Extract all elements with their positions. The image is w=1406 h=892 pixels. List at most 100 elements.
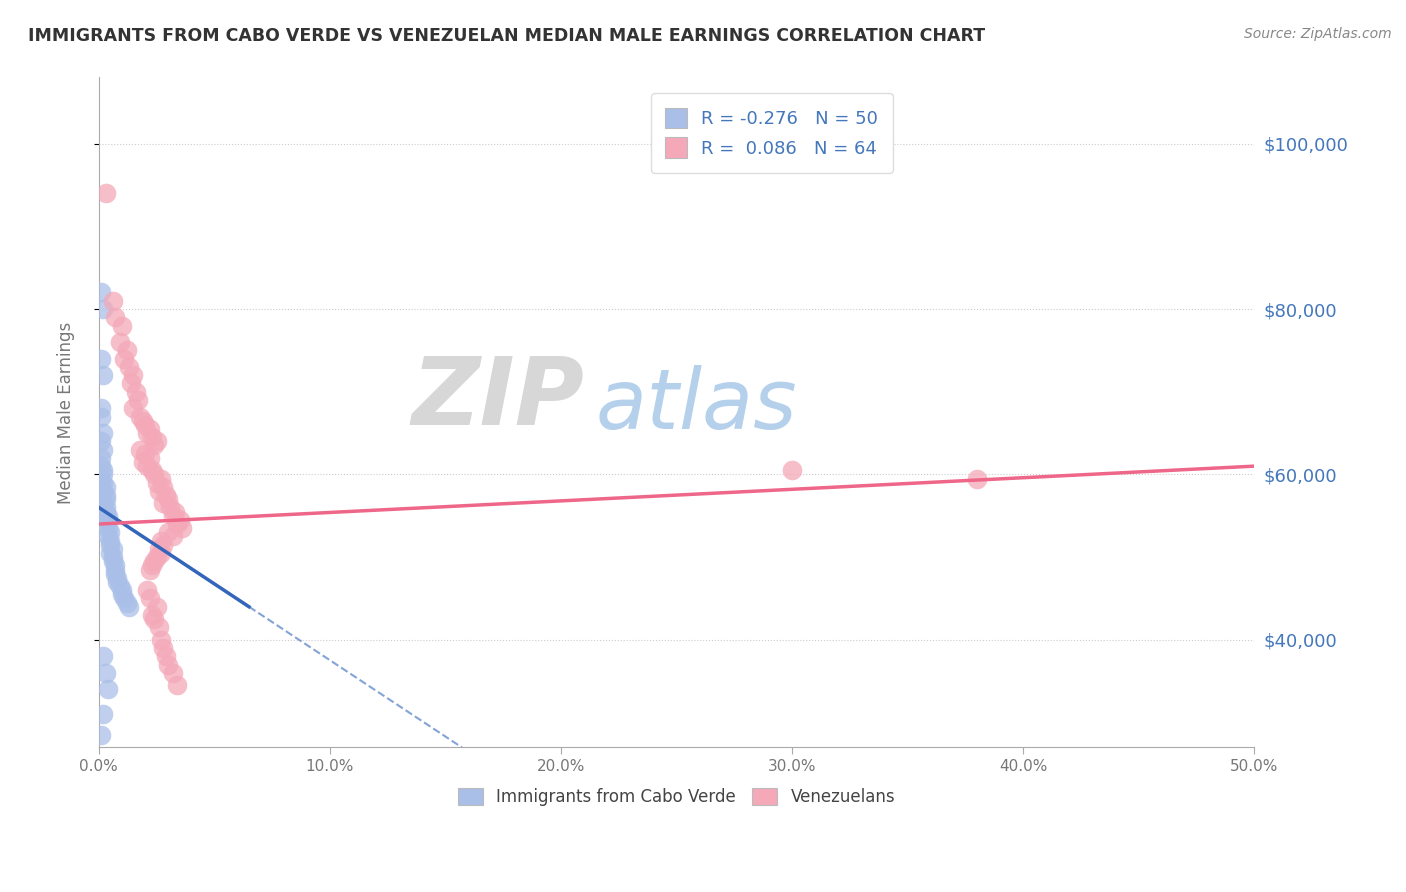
- Point: [148, 483, 170, 498]
- Point: [131, 455, 153, 469]
- Y-axis label: Median Male Earnings: Median Male Earnings: [58, 321, 75, 503]
- Point: [94, 500, 117, 515]
- Point: [129, 442, 152, 457]
- Point: [157, 657, 180, 672]
- Point: [148, 541, 170, 556]
- Point: [120, 376, 142, 391]
- Point: [101, 554, 124, 568]
- Point: [111, 587, 134, 601]
- Point: [145, 599, 167, 614]
- Point: [112, 591, 135, 606]
- Point: [90, 434, 112, 449]
- Point: [145, 475, 167, 490]
- Point: [141, 430, 163, 444]
- Point: [93, 442, 115, 457]
- Point: [97, 529, 120, 543]
- Point: [98, 538, 121, 552]
- Point: [97, 521, 120, 535]
- Point: [155, 649, 177, 664]
- Point: [129, 409, 152, 424]
- Point: [127, 392, 149, 407]
- Point: [169, 513, 191, 527]
- Point: [94, 516, 117, 531]
- Point: [93, 496, 115, 510]
- Point: [136, 459, 159, 474]
- Point: [104, 562, 127, 576]
- Point: [152, 641, 174, 656]
- Point: [166, 678, 188, 692]
- Point: [93, 475, 115, 490]
- Point: [93, 707, 115, 722]
- Point: [141, 558, 163, 573]
- Point: [97, 513, 120, 527]
- Point: [136, 426, 159, 441]
- Point: [111, 583, 134, 598]
- Point: [94, 665, 117, 680]
- Point: [98, 525, 121, 540]
- Point: [90, 459, 112, 474]
- Point: [162, 665, 184, 680]
- Point: [157, 492, 180, 507]
- Point: [134, 447, 156, 461]
- Point: [780, 463, 803, 477]
- Point: [152, 480, 174, 494]
- Point: [105, 571, 128, 585]
- Point: [98, 546, 121, 560]
- Point: [131, 414, 153, 428]
- Point: [159, 500, 181, 515]
- Text: ZIP: ZIP: [411, 353, 583, 445]
- Point: [118, 599, 141, 614]
- Point: [90, 351, 112, 366]
- Point: [105, 574, 128, 589]
- Point: [112, 351, 135, 366]
- Point: [111, 318, 134, 333]
- Point: [150, 632, 173, 647]
- Point: [125, 384, 148, 399]
- Point: [101, 550, 124, 565]
- Point: [143, 438, 166, 452]
- Point: [157, 525, 180, 540]
- Point: [138, 422, 160, 436]
- Point: [98, 533, 121, 548]
- Text: atlas: atlas: [596, 365, 797, 446]
- Point: [136, 583, 159, 598]
- Point: [138, 562, 160, 576]
- Point: [115, 596, 138, 610]
- Text: IMMIGRANTS FROM CABO VERDE VS VENEZUELAN MEDIAN MALE EARNINGS CORRELATION CHART: IMMIGRANTS FROM CABO VERDE VS VENEZUELAN…: [28, 27, 986, 45]
- Point: [150, 471, 173, 485]
- Point: [150, 546, 173, 560]
- Point: [93, 426, 115, 441]
- Point: [94, 488, 117, 502]
- Point: [134, 417, 156, 432]
- Point: [94, 480, 117, 494]
- Point: [90, 450, 112, 465]
- Point: [122, 368, 145, 383]
- Point: [148, 620, 170, 634]
- Point: [143, 467, 166, 482]
- Point: [165, 505, 187, 519]
- Point: [101, 293, 124, 308]
- Point: [162, 529, 184, 543]
- Point: [145, 550, 167, 565]
- Point: [108, 335, 131, 350]
- Point: [104, 566, 127, 581]
- Point: [93, 368, 115, 383]
- Point: [141, 463, 163, 477]
- Point: [104, 310, 127, 325]
- Point: [93, 463, 115, 477]
- Point: [93, 649, 115, 664]
- Point: [150, 533, 173, 548]
- Point: [152, 496, 174, 510]
- Point: [90, 401, 112, 416]
- Point: [90, 409, 112, 424]
- Point: [97, 682, 120, 697]
- Point: [166, 516, 188, 531]
- Point: [108, 579, 131, 593]
- Point: [141, 607, 163, 622]
- Point: [155, 488, 177, 502]
- Point: [138, 591, 160, 606]
- Point: [115, 343, 138, 358]
- Point: [94, 492, 117, 507]
- Point: [104, 558, 127, 573]
- Point: [122, 401, 145, 416]
